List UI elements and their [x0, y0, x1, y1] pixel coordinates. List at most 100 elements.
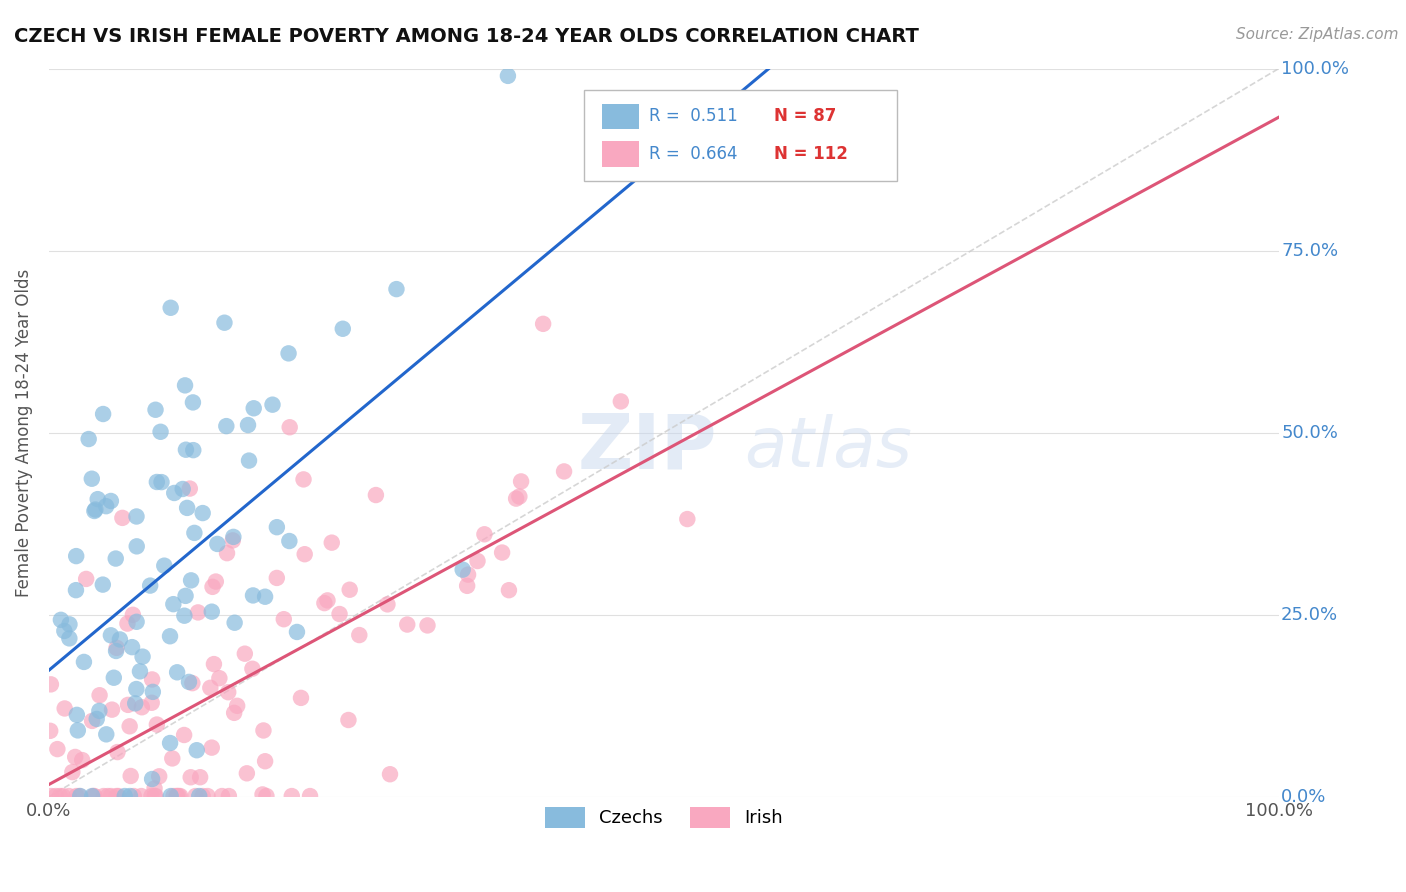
Point: [125, 509, 148, 524]
Point: [159, 736, 181, 750]
Point: [166, 789, 188, 803]
Point: [222, 530, 245, 544]
Point: [349, 628, 371, 642]
Point: [191, 789, 214, 803]
Point: [174, 442, 197, 457]
Point: [105, 640, 128, 655]
Point: [65, 549, 87, 563]
Point: [100, 628, 122, 642]
Point: [262, 398, 284, 412]
Point: [125, 540, 148, 554]
Point: [125, 615, 148, 629]
Point: [316, 593, 339, 607]
Point: [254, 590, 277, 604]
Point: [254, 754, 277, 768]
Point: [63, 750, 86, 764]
Point: [173, 608, 195, 623]
Point: [129, 665, 152, 679]
Point: [162, 789, 184, 803]
Point: [290, 690, 312, 705]
Point: [233, 647, 256, 661]
Point: [82, 789, 104, 803]
Point: [292, 472, 315, 486]
Point: [385, 282, 408, 296]
Point: [139, 579, 162, 593]
Point: [378, 767, 401, 781]
Point: [278, 534, 301, 549]
Point: [181, 443, 204, 458]
Point: [201, 740, 224, 755]
Point: [118, 789, 141, 803]
Point: [145, 402, 167, 417]
Point: [188, 789, 211, 803]
Point: [277, 346, 299, 360]
Point: [166, 665, 188, 680]
Point: [177, 674, 200, 689]
Point: [610, 394, 633, 409]
Point: [86, 492, 108, 507]
Point: [299, 789, 322, 803]
Point: [159, 301, 181, 315]
Point: [124, 697, 146, 711]
Point: [146, 717, 169, 731]
Point: [281, 789, 304, 803]
Point: [101, 703, 124, 717]
Point: [58, 617, 80, 632]
Text: 100.0%: 100.0%: [1281, 60, 1350, 78]
Point: [377, 598, 399, 612]
Point: [141, 696, 163, 710]
Point: [242, 401, 264, 416]
Point: [149, 425, 172, 439]
Point: [100, 494, 122, 508]
Point: [236, 417, 259, 432]
Point: [159, 789, 181, 803]
Point: [505, 491, 527, 506]
Point: [52, 789, 75, 803]
Point: [207, 537, 229, 551]
Point: [266, 520, 288, 534]
Point: [80, 472, 103, 486]
Point: [252, 788, 274, 802]
FancyBboxPatch shape: [583, 90, 897, 181]
Y-axis label: Female Poverty Among 18-24 Year Olds: Female Poverty Among 18-24 Year Olds: [15, 268, 32, 597]
Legend: Czechs, Irish: Czechs, Irish: [537, 800, 790, 835]
Point: [510, 475, 533, 489]
Point: [179, 482, 201, 496]
Point: [215, 419, 238, 434]
Point: [176, 500, 198, 515]
Point: [496, 69, 519, 83]
Bar: [602, 103, 640, 129]
Point: [183, 525, 205, 540]
Point: [159, 629, 181, 643]
Point: [39, 723, 62, 738]
Point: [111, 511, 134, 525]
Point: [122, 607, 145, 622]
Point: [84, 502, 107, 516]
Point: [181, 676, 204, 690]
Point: [456, 579, 478, 593]
Point: [162, 597, 184, 611]
Point: [142, 685, 165, 699]
Point: [553, 464, 575, 478]
Point: [39, 789, 62, 803]
Point: [180, 574, 202, 588]
Point: [222, 533, 245, 548]
Point: [491, 545, 513, 559]
Text: 25.0%: 25.0%: [1281, 606, 1339, 624]
Point: [252, 723, 274, 738]
Text: CZECH VS IRISH FEMALE POVERTY AMONG 18-24 YEAR OLDS CORRELATION CHART: CZECH VS IRISH FEMALE POVERTY AMONG 18-2…: [14, 27, 920, 45]
Text: 0.0%: 0.0%: [1281, 788, 1326, 805]
Point: [163, 486, 186, 500]
Point: [181, 395, 204, 409]
Point: [217, 685, 239, 699]
Point: [676, 512, 699, 526]
Point: [256, 789, 278, 803]
Point: [169, 789, 191, 803]
Point: [146, 475, 169, 489]
Point: [97, 789, 120, 803]
Text: R =  0.664: R = 0.664: [650, 145, 738, 163]
Point: [314, 596, 336, 610]
Point: [83, 789, 105, 803]
Point: [73, 655, 96, 669]
Point: [467, 554, 489, 568]
